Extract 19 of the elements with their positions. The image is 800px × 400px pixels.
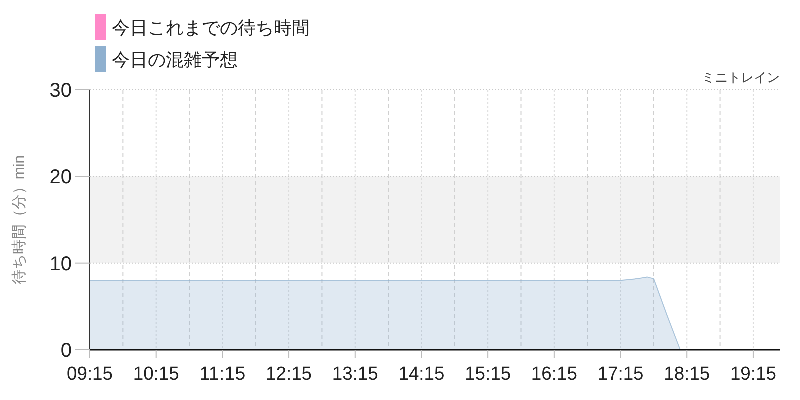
y-tick-label: 30: [50, 80, 72, 102]
x-tick-label: 15:15: [465, 364, 513, 385]
x-tick-label: 10:15: [133, 364, 181, 385]
x-tick-label: 18:15: [664, 364, 712, 385]
chart-title: ミニトレイン: [702, 70, 780, 85]
legend-label: 今日の混雑予想: [112, 50, 238, 70]
x-tick-label: 13:15: [332, 364, 380, 385]
x-tick-label: 19:15: [730, 364, 778, 385]
x-tick-label: 17:15: [598, 364, 646, 385]
x-tick-label: 09:15: [67, 364, 115, 385]
y-axis-title: 待ち時間（分）min: [11, 155, 28, 285]
x-tick-label: 12:15: [266, 364, 314, 385]
legend-label: 今日これまでの待ち時間: [112, 18, 310, 38]
x-tick-label: 14:15: [398, 364, 446, 385]
x-tick-label: 16:15: [531, 364, 579, 385]
x-tick-label: 11:15: [200, 364, 246, 385]
y-tick-label: 20: [50, 166, 72, 189]
y-tick-label: 10: [50, 253, 72, 276]
y-tick-label: 0: [60, 340, 72, 362]
